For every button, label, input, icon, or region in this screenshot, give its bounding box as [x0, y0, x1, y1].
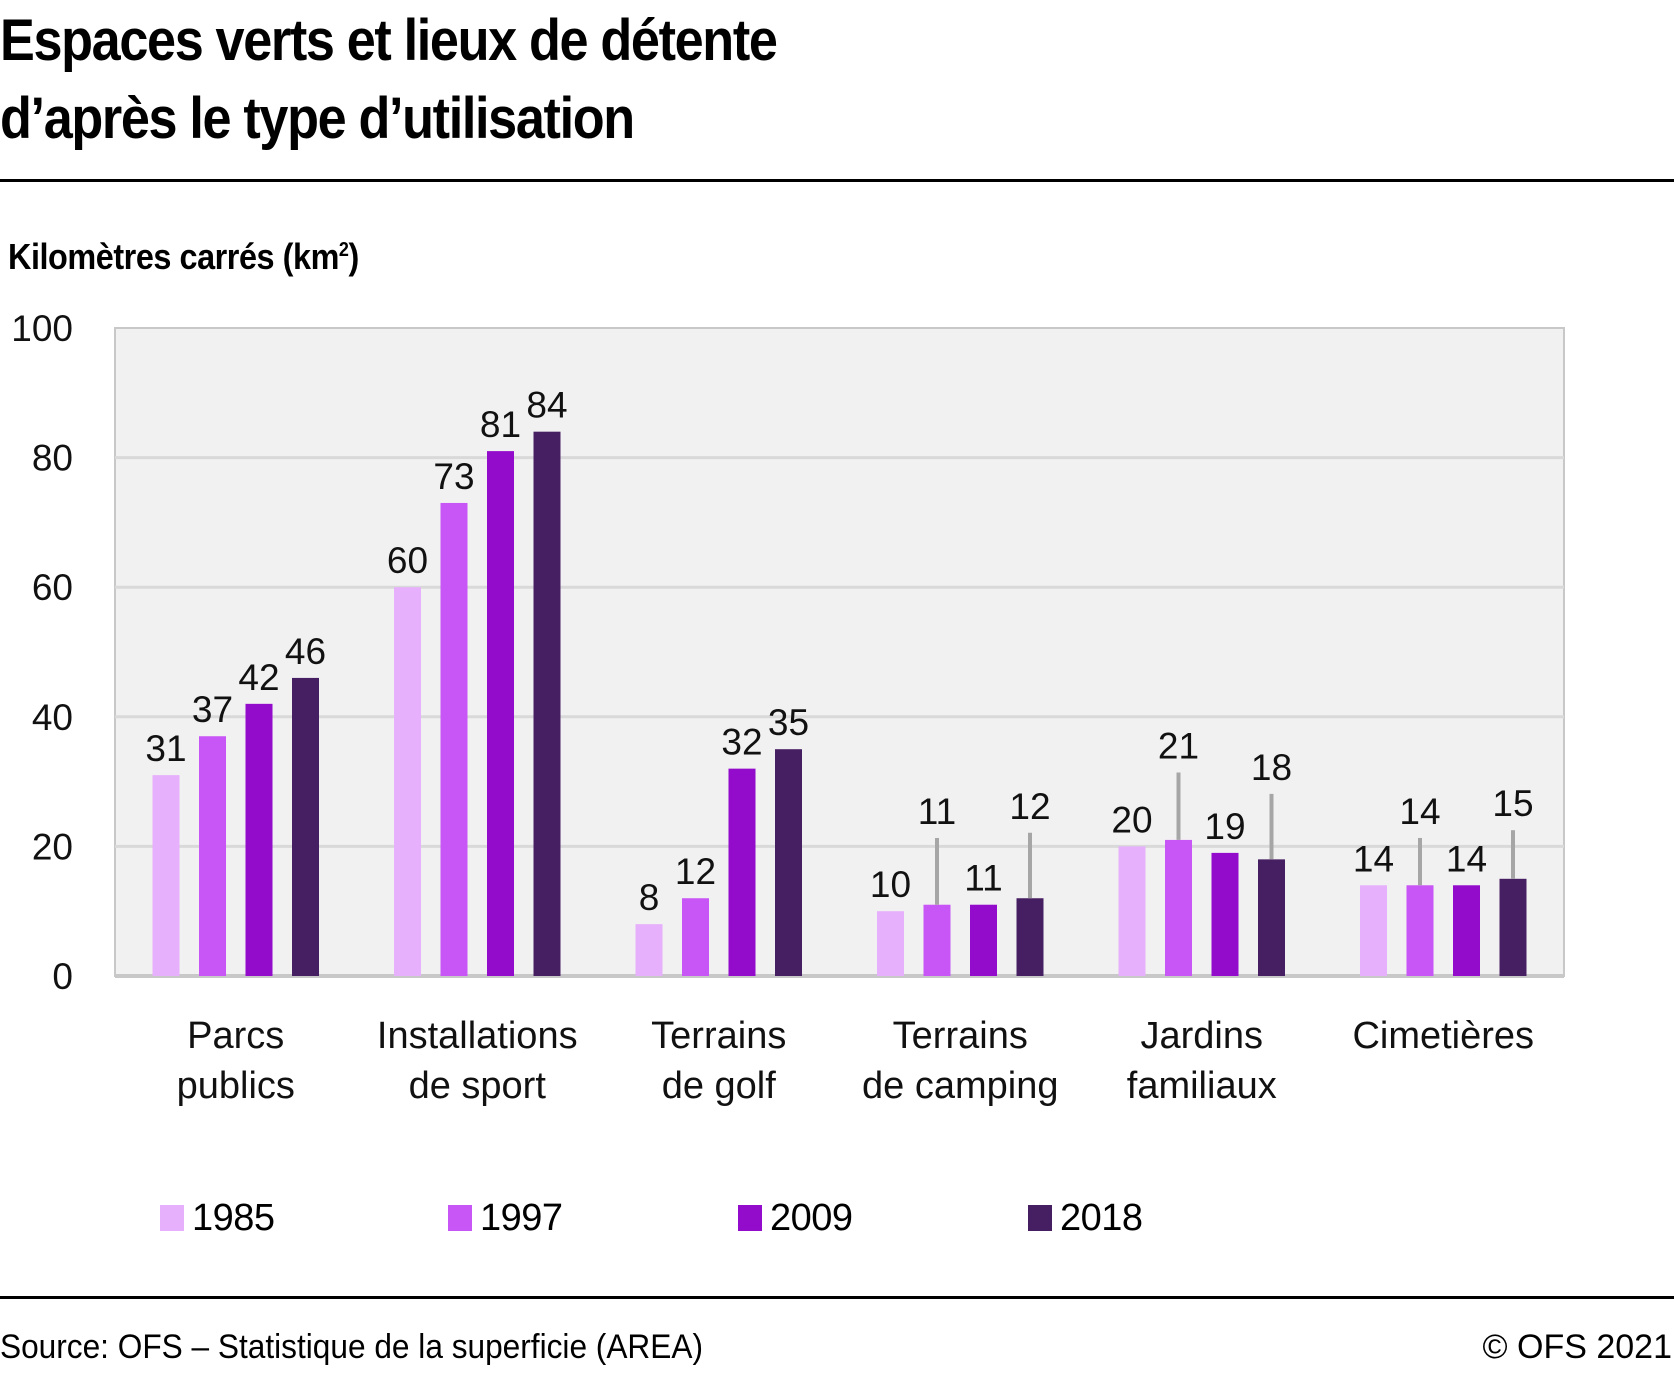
x-tick-label: de camping	[862, 1065, 1058, 1107]
bar-2009	[245, 703, 273, 976]
bar-2009	[728, 768, 756, 976]
data-label: 81	[480, 404, 521, 445]
chart-title: Espaces verts et lieux de détente d’aprè…	[0, 2, 778, 158]
data-label: 18	[1251, 747, 1292, 788]
bar-1985	[635, 924, 663, 976]
legend-swatch	[738, 1205, 762, 1231]
y-tick-label: 40	[32, 697, 73, 738]
y-axis-label-text: Kilomètres carrés (km	[8, 236, 339, 277]
plot-area	[114, 327, 1565, 977]
legend-item-1997: 1997	[448, 1196, 563, 1240]
bar-2018	[775, 749, 802, 976]
data-label: 14	[1353, 838, 1394, 879]
y-tick-label: 80	[32, 438, 73, 479]
data-label: 10	[870, 864, 911, 905]
legend-label: 1997	[480, 1196, 563, 1239]
legend-swatch	[448, 1205, 472, 1231]
data-label: 11	[918, 791, 956, 832]
bar-2009	[1211, 852, 1239, 976]
bar-1985	[877, 911, 904, 976]
legend-item-1985: 1985	[160, 1196, 275, 1240]
data-label: 73	[433, 456, 474, 497]
legend-label: 1985	[192, 1196, 275, 1239]
x-tick-label: Parcs	[187, 1015, 284, 1057]
bar-2009	[1453, 885, 1480, 976]
y-axis-label: Kilomètres carrés (km2)	[8, 236, 359, 278]
bar-1985	[152, 775, 180, 976]
bar-1997	[440, 502, 468, 976]
chart-title-line-2: d’après le type d’utilisation	[0, 86, 635, 151]
bar-2018	[1016, 898, 1044, 976]
bar-1997	[1165, 839, 1192, 976]
data-label: 31	[145, 728, 186, 769]
bar-2009	[970, 904, 997, 976]
data-label: 12	[675, 851, 716, 892]
legend-label: 2018	[1060, 1196, 1143, 1239]
x-tick-label: Terrains	[651, 1015, 786, 1057]
bar-1985	[1360, 885, 1387, 976]
y-tick-label: 20	[32, 826, 73, 867]
data-label: 20	[1111, 799, 1152, 840]
y-tick-label: 100	[11, 308, 73, 349]
x-tick-label: familiaux	[1127, 1065, 1277, 1107]
legend-label: 2009	[770, 1196, 853, 1239]
legend-swatch	[160, 1205, 184, 1231]
data-label: 46	[285, 631, 326, 672]
data-label: 12	[1009, 786, 1050, 827]
bar-1985	[394, 587, 421, 976]
x-tick-label: de golf	[662, 1065, 777, 1107]
bar-2018	[292, 677, 319, 976]
y-axis-label-superscript: 2	[338, 239, 349, 261]
bar-1997	[1406, 885, 1434, 976]
x-tick-label: Cimetières	[1352, 1015, 1534, 1057]
copyright-note: © OFS 2021	[1482, 1328, 1672, 1366]
bottom-rule	[0, 1296, 1674, 1299]
x-tick-label: Jardins	[1141, 1015, 1264, 1057]
legend-swatch	[1028, 1205, 1052, 1231]
data-label: 19	[1204, 806, 1245, 847]
y-tick-label: 0	[52, 956, 73, 997]
data-label: 35	[768, 702, 809, 743]
legend-item-2009: 2009	[738, 1196, 853, 1240]
y-tick-label: 60	[32, 567, 73, 608]
x-tick-label: Terrains	[893, 1015, 1028, 1057]
bar-1997	[199, 736, 226, 976]
bar-2009	[487, 451, 514, 976]
bar-1985	[1118, 846, 1146, 976]
data-label: 15	[1492, 783, 1533, 824]
data-label: 42	[238, 657, 279, 698]
bar-1997	[923, 904, 951, 976]
bar-1997	[682, 898, 709, 976]
data-label: 14	[1399, 791, 1440, 832]
y-axis-label-close: )	[348, 236, 359, 277]
data-label: 14	[1446, 838, 1487, 879]
bar-2018	[1258, 859, 1285, 976]
data-label: 11	[964, 858, 1002, 899]
source-note: Source: OFS – Statistique de la superfic…	[0, 1328, 703, 1366]
data-label: 60	[387, 540, 428, 581]
data-label: 37	[192, 689, 233, 730]
top-rule	[0, 179, 1674, 182]
data-label: 21	[1158, 726, 1199, 767]
x-tick-label: Installations	[377, 1015, 578, 1057]
legend-item-2018: 2018	[1028, 1196, 1143, 1240]
data-label: 8	[639, 877, 660, 918]
chart-title-line-1: Espaces verts et lieux de détente	[0, 8, 778, 73]
bar-2018	[1499, 878, 1527, 976]
bar-2018	[533, 431, 561, 976]
data-label: 32	[721, 722, 762, 763]
x-tick-label: de sport	[409, 1065, 547, 1107]
data-label: 84	[526, 385, 567, 426]
x-tick-label: publics	[177, 1065, 295, 1107]
